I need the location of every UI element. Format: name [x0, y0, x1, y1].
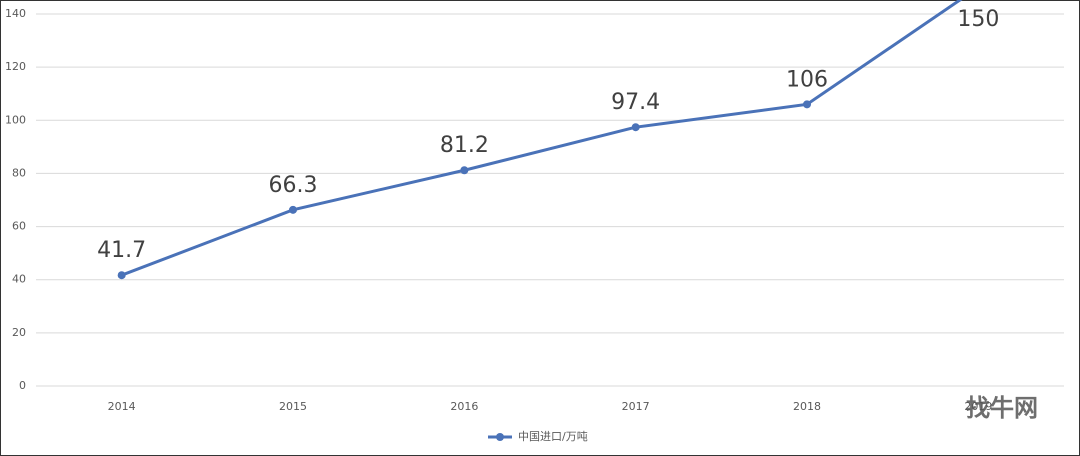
point	[289, 205, 297, 214]
x-tick-label: 2015	[279, 400, 307, 413]
y-tick-label: 40	[12, 273, 26, 286]
watermark: 找牛网	[966, 394, 1038, 422]
point	[460, 166, 469, 175]
point	[117, 271, 126, 280]
data-label: 97.4	[611, 90, 660, 115]
x-tick-label: 2017	[622, 400, 650, 413]
x-tick-label: 2016	[450, 400, 478, 413]
y-tick-label: 0	[19, 379, 26, 392]
data-label: 81.2	[440, 133, 489, 158]
data-label: 106	[786, 67, 828, 92]
line	[121, 0, 963, 277]
data-label: 66.3	[269, 173, 318, 198]
y-tick-label: 140	[5, 7, 26, 20]
data-label: 41.7	[97, 238, 146, 263]
y-tick-label: 100	[5, 113, 26, 126]
y-tick-label: 80	[12, 166, 26, 179]
x-tick-label: 2018	[793, 400, 821, 413]
data-label: 150	[957, 7, 999, 32]
y-tick-label: 60	[12, 220, 26, 233]
x-tick-label: 2014	[108, 400, 136, 413]
point	[803, 100, 811, 109]
legend-label: 中国进口/万吨	[518, 430, 588, 443]
y-tick-label: 120	[5, 60, 26, 73]
point	[631, 123, 640, 132]
x-tick-label: 2019	[964, 400, 992, 413]
y-tick-label: 20	[12, 326, 26, 339]
legend-marker	[496, 433, 504, 441]
